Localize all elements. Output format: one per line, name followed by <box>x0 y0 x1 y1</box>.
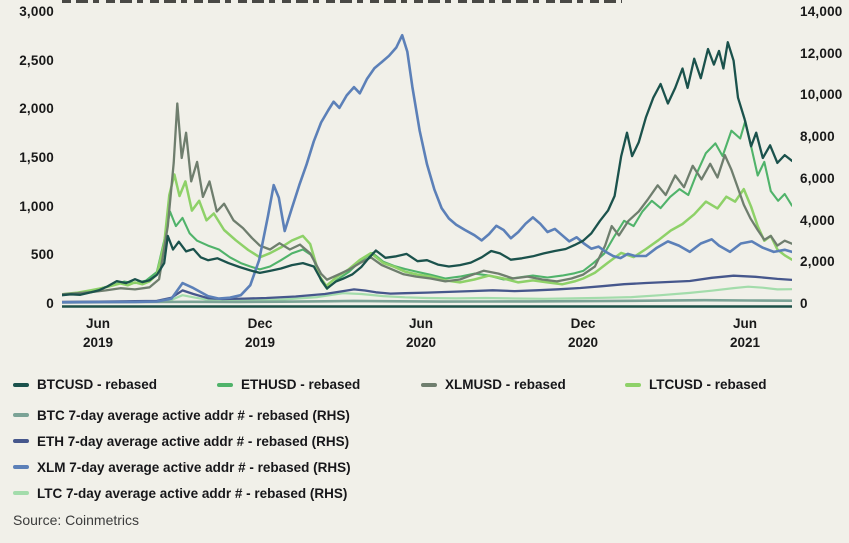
legend-item-ethusd: ETHUSD - rebased <box>217 377 421 392</box>
x-tick-line: 2021 <box>729 335 761 350</box>
x-tick-line: Dec <box>247 316 273 331</box>
legend-label: LTCUSD - rebased <box>649 377 767 392</box>
series-line-xlmusd <box>62 102 792 296</box>
series-line-xlm-addr <box>62 33 792 304</box>
legend-label: LTC 7-day average active addr # - rebase… <box>37 485 348 501</box>
y-tick-right: 0 <box>800 295 808 311</box>
y-tick-right: 12,000 <box>800 45 843 61</box>
y-tick-right: 6,000 <box>800 170 835 186</box>
x-tick-line: Jun <box>408 316 434 331</box>
legend-item-xlm-addr: XLM 7-day average active addr # - rebase… <box>13 454 351 480</box>
x-tick: Jun 2019 <box>83 314 113 352</box>
legend-label: XLM 7-day average active addr # - rebase… <box>37 459 351 475</box>
y-tick-right: 8,000 <box>800 129 835 145</box>
y-tick-left: 1,000 <box>19 198 54 214</box>
legend-swatch-ethusd <box>217 382 233 387</box>
legend-price-series: BTCUSD - rebased ETHUSD - rebased XLMUSD -… <box>13 377 837 392</box>
plot-area <box>62 33 792 308</box>
legend-label: ETH 7-day average active addr # - rebase… <box>37 433 350 449</box>
x-tick: Dec 2019 <box>245 314 275 352</box>
left-y-axis: 3,000 2,500 2,000 1,500 1,000 500 0 <box>0 4 54 312</box>
series-line-eth-addr <box>62 274 792 304</box>
legend-swatch-eth-addr <box>13 439 29 443</box>
legend-item-ltc-addr: LTC 7-day average active addr # - rebase… <box>13 480 351 506</box>
legend-label: BTCUSD - rebased <box>37 377 158 392</box>
legend-item-btc-addr: BTC 7-day average active addr # - rebase… <box>13 402 351 428</box>
x-axis: Jun 2019 Dec 2019 Jun 2020 Dec 2020 Jun 2021 <box>0 314 849 360</box>
y-tick-right: 10,000 <box>800 87 843 103</box>
series-line-ethusd <box>62 119 792 296</box>
y-tick-left: 2,500 <box>19 52 54 68</box>
legend-item-eth-addr: ETH 7-day average active addr # - rebase… <box>13 428 351 454</box>
series-line-btc-addr <box>62 298 792 304</box>
legend-addr-series: BTC 7-day average active addr # - rebase… <box>13 402 351 506</box>
series-line-btcusd <box>62 41 792 297</box>
legend-swatch-ltc-addr <box>13 491 29 495</box>
legend-label: BTC 7-day average active addr # - rebase… <box>37 407 350 423</box>
x-tick-line: 2019 <box>82 335 114 350</box>
x-tick: Jun 2021 <box>730 314 760 352</box>
y-tick-right: 2,000 <box>800 254 835 270</box>
y-tick-left: 500 <box>30 247 54 263</box>
y-tick-left: 1,500 <box>19 149 54 165</box>
x-tick-line: 2020 <box>567 335 599 350</box>
x-tick-line: Dec <box>570 316 596 331</box>
x-tick-line: Jun <box>732 316 757 331</box>
y-tick-left: 3,000 <box>19 4 54 19</box>
legend-label: XLMUSD - rebased <box>445 377 566 392</box>
legend-swatch-ltcusd <box>625 382 641 387</box>
legend-label: ETHUSD - rebased <box>241 377 361 392</box>
legend-item-btcusd: BTCUSD - rebased <box>13 377 217 392</box>
y-tick-right: 14,000 <box>800 4 843 19</box>
legend-item-xlmusd: XLMUSD - rebased <box>421 377 625 392</box>
y-tick-right: 4,000 <box>800 212 835 228</box>
legend-swatch-btcusd <box>13 382 29 387</box>
cropped-title-fragment <box>62 0 622 3</box>
x-tick-line: 2020 <box>405 335 437 350</box>
legend-swatch-btc-addr <box>13 413 29 417</box>
x-tick-line: Jun <box>85 316 110 331</box>
x-tick-line: 2019 <box>244 335 275 350</box>
legend-swatch-xlmusd <box>421 382 437 387</box>
series-line-ltc-addr <box>62 285 792 304</box>
right-y-axis: 14,000 12,000 10,000 8,000 6,000 4,000 2,000 0 <box>800 4 849 312</box>
legend-swatch-xlm-addr <box>13 465 29 469</box>
legend-item-ltcusd: LTCUSD - rebased <box>625 377 829 392</box>
source-credit: Source: Coinmetrics <box>13 512 140 528</box>
x-tick: Jun 2020 <box>406 314 436 352</box>
y-tick-left: 0 <box>46 295 54 311</box>
x-tick: Dec 2020 <box>568 314 598 352</box>
y-tick-left: 2,000 <box>19 101 54 117</box>
